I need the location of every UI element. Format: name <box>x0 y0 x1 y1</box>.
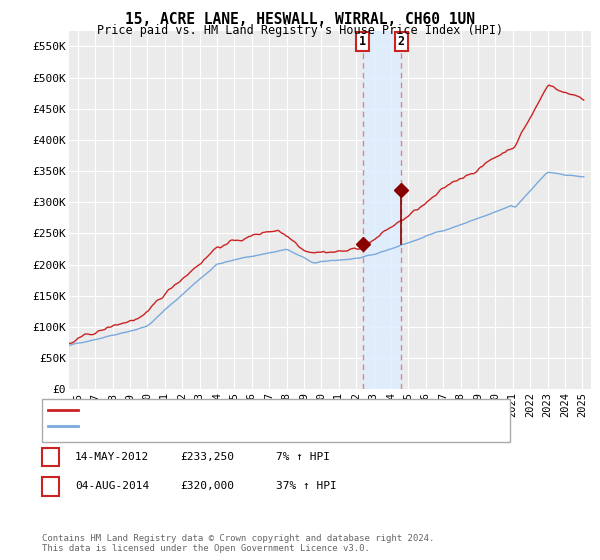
Text: Price paid vs. HM Land Registry's House Price Index (HPI): Price paid vs. HM Land Registry's House … <box>97 24 503 36</box>
Text: 04-AUG-2014: 04-AUG-2014 <box>75 481 149 491</box>
Text: £233,250: £233,250 <box>180 452 234 462</box>
Text: £320,000: £320,000 <box>180 481 234 491</box>
Text: 7% ↑ HPI: 7% ↑ HPI <box>276 452 330 462</box>
Text: Contains HM Land Registry data © Crown copyright and database right 2024.
This d: Contains HM Land Registry data © Crown c… <box>42 534 434 553</box>
Text: 14-MAY-2012: 14-MAY-2012 <box>75 452 149 462</box>
Text: HPI: Average price, detached house, Wirral: HPI: Average price, detached house, Wirr… <box>84 421 347 431</box>
Text: 15, ACRE LANE, HESWALL, WIRRAL, CH60 1UN (detached house): 15, ACRE LANE, HESWALL, WIRRAL, CH60 1UN… <box>84 405 440 416</box>
Text: 2: 2 <box>46 481 53 491</box>
Text: 1: 1 <box>359 35 366 48</box>
Text: 1: 1 <box>46 452 53 462</box>
Bar <box>362 31 401 389</box>
Text: 2: 2 <box>398 35 405 48</box>
Text: 37% ↑ HPI: 37% ↑ HPI <box>276 481 337 491</box>
Text: 15, ACRE LANE, HESWALL, WIRRAL, CH60 1UN: 15, ACRE LANE, HESWALL, WIRRAL, CH60 1UN <box>125 12 475 27</box>
